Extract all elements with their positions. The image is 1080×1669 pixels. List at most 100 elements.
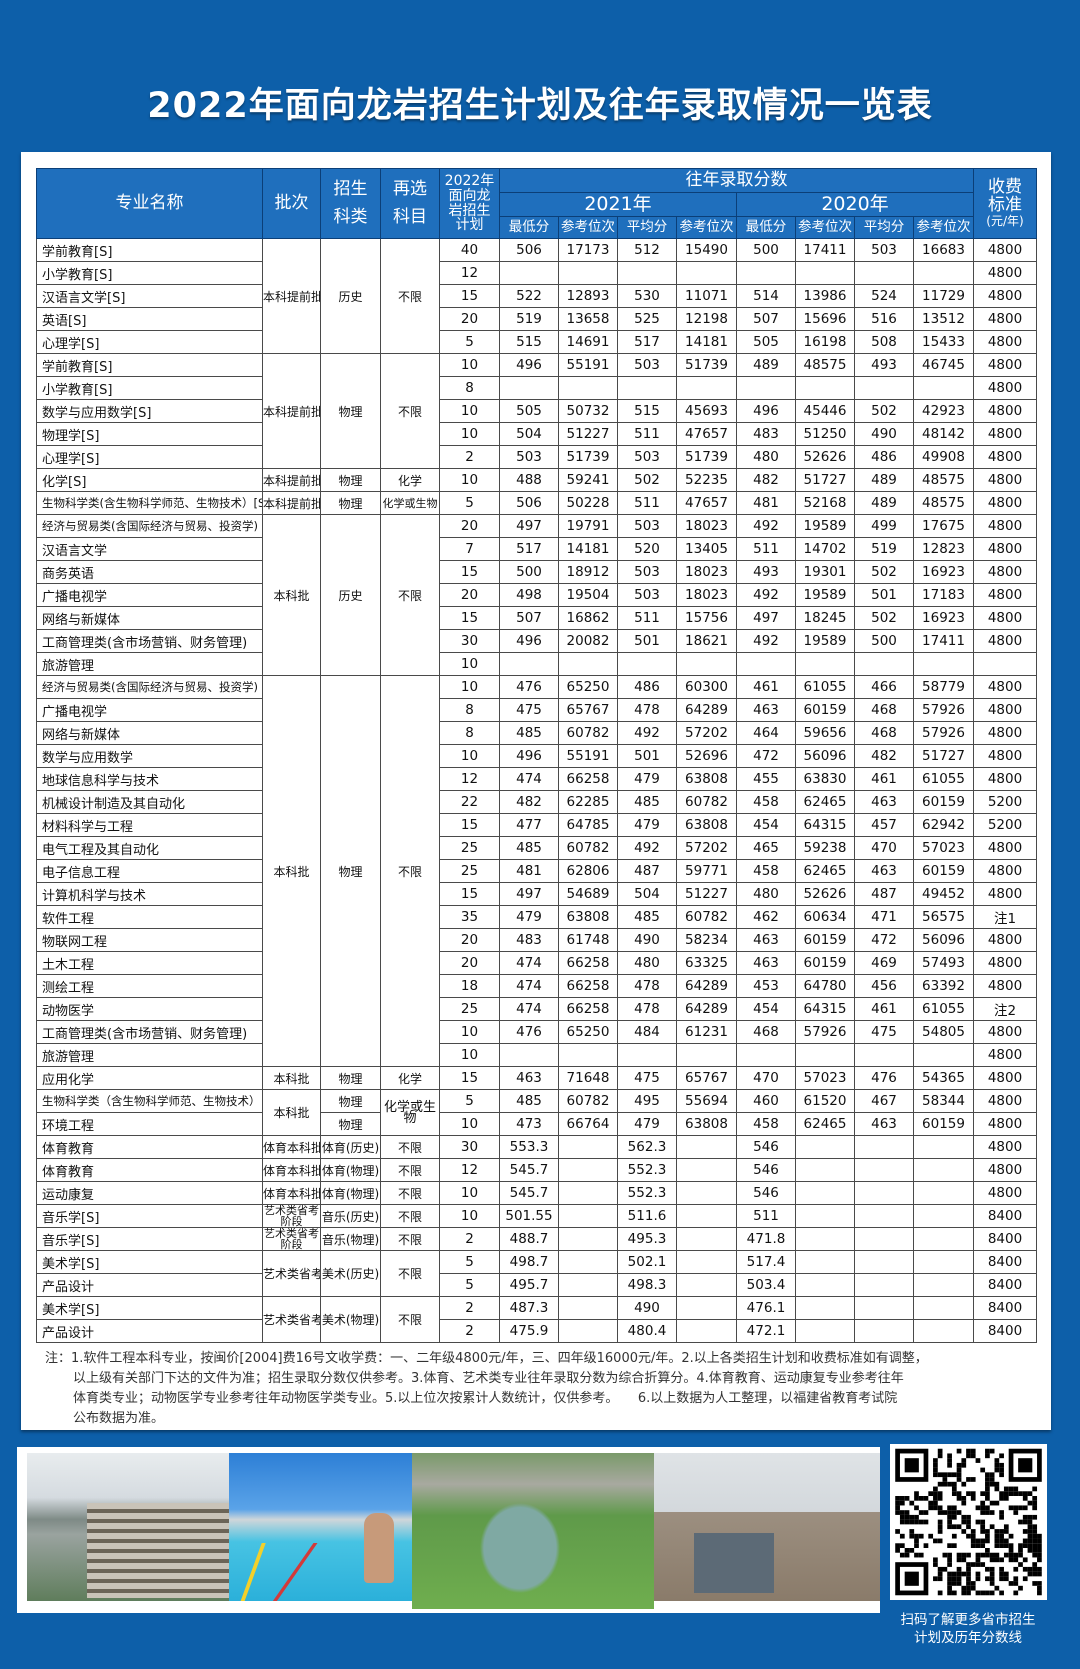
score-cell: 56575 [913, 905, 974, 929]
score-cell: 492 [736, 514, 796, 538]
table-row: 化学[S] 本科提前批 物理 化学 10 488 59241 502 52235 482 51727… [36, 468, 1037, 492]
major-name: 网络与新媒体 [36, 606, 263, 630]
major-name: 汉语言文学 [36, 537, 263, 561]
plan-cell: 2 [439, 445, 500, 469]
header-col: 参考位次 [913, 216, 974, 239]
table-row: 工商管理类(含市场营销、财务管理) 10 476 65250 484 61231 468 57… [36, 1020, 1037, 1044]
subject-cell: 历史 [320, 238, 381, 354]
score-cell [736, 261, 796, 285]
score-cell [676, 1043, 737, 1067]
score-cell [676, 1273, 737, 1297]
table-row: 学前教育[S] 本科提前批 物理 不限 10 496 55191 503 51739 489 485… [36, 353, 1037, 469]
score-cell: 12893 [558, 284, 618, 308]
score-cell [795, 1158, 855, 1182]
batch-cell: 本科提前批 [262, 353, 321, 469]
plan-cell: 5 [439, 1250, 500, 1274]
plan-cell: 10 [439, 353, 500, 377]
score-cell: 484 [617, 1020, 677, 1044]
score-cell: 60782 [676, 905, 737, 929]
score-cell: 475.9 [499, 1319, 559, 1343]
score-cell: 57202 [676, 836, 737, 860]
fee-cell: 5200 [973, 813, 1037, 837]
table-row: 经济与贸易类(含国际经济与贸易、投资学) 本科批 物理 不限 10 476 65250 486… [36, 675, 1037, 1067]
fee-cell: 4800 [973, 882, 1037, 906]
table-row: 网络与新媒体 15 507 16862 511 15756 497 18245 502 16923… [36, 606, 1037, 630]
score-cell: 469 [854, 951, 914, 975]
header-fee: 收费 标准 (元/年) [973, 168, 1037, 239]
score-cell: 51727 [913, 744, 974, 768]
fee-cell: 4800 [973, 445, 1037, 469]
score-cell: 488.7 [499, 1227, 559, 1251]
score-cell [913, 376, 974, 400]
score-cell: 61055 [913, 997, 974, 1021]
score-cell: 49452 [913, 882, 974, 906]
score-cell [676, 1181, 737, 1205]
score-cell: 15756 [676, 606, 737, 630]
fee-cell: 4800 [973, 951, 1037, 975]
score-cell [558, 1181, 618, 1205]
score-cell: 66258 [558, 997, 618, 1021]
fee-cell: 4800 [973, 261, 1037, 285]
score-cell: 483 [736, 422, 796, 446]
score-cell: 12823 [913, 537, 974, 561]
major-name: 广播电视学 [36, 698, 263, 722]
major-name: 地球信息科学与技术 [36, 767, 263, 791]
batch-cell: 艺术类省考阶段 [262, 1296, 321, 1343]
major-name: 心理学[S] [36, 445, 263, 469]
score-cell: 500 [854, 629, 914, 653]
score-cell: 66258 [558, 951, 618, 975]
plan-cell: 15 [439, 560, 500, 584]
score-cell: 511 [617, 491, 677, 515]
major-name: 英语[S] [36, 307, 263, 331]
plan-cell: 10 [439, 399, 500, 423]
major-name: 数学与应用数学 [36, 744, 263, 768]
score-cell: 61231 [676, 1020, 737, 1044]
table-row: 计算机科学与技术 15 497 54689 504 51227 480 52626 487 494… [36, 882, 1037, 906]
table-row: 机械设计制造及其自动化 22 482 62285 485 60782 458 62465 463… [36, 790, 1037, 814]
batch-cell: 本科批 [262, 1089, 321, 1136]
plan-cell: 15 [439, 1066, 500, 1090]
score-cell: 495.7 [499, 1273, 559, 1297]
major-name: 产品设计 [36, 1319, 263, 1343]
table-row: 体育教育 体育本科批 体育(历史) 不限 30 553.3 562.3 546 4800 [36, 1135, 1037, 1159]
score-cell: 511 [736, 1204, 796, 1228]
header-fee-line: (元/年) [986, 214, 1024, 229]
score-cell: 47657 [676, 491, 737, 515]
score-cell: 64289 [676, 698, 737, 722]
batch-cell: 本科提前批 [262, 491, 321, 515]
plan-cell: 10 [439, 652, 500, 676]
score-cell: 479 [617, 767, 677, 791]
batch-cell: 艺术类省考阶段 [262, 1204, 321, 1228]
header-plan-line: 岩招生 [448, 202, 491, 219]
major-name: 物联网工程 [36, 928, 263, 952]
score-cell: 62806 [558, 859, 618, 883]
score-cell: 503 [617, 445, 677, 469]
table-row: 产品设计 2 475.9 480.4 472.1 8400 [36, 1319, 1037, 1343]
score-cell: 478 [617, 698, 677, 722]
score-cell: 65250 [558, 675, 618, 699]
major-name: 学前教育[S] [36, 238, 263, 262]
page-title: 2022年面向龙岩招生计划及往年录取情况一览表 [147, 86, 933, 126]
score-cell: 57202 [676, 721, 737, 745]
score-cell: 13658 [558, 307, 618, 331]
score-cell: 58779 [913, 675, 974, 699]
fee-cell: 4800 [973, 307, 1037, 331]
qr-code[interactable] [890, 1444, 1047, 1600]
score-cell: 60782 [676, 790, 737, 814]
score-cell: 492 [736, 583, 796, 607]
fee-cell: 4800 [973, 859, 1037, 883]
score-cell [558, 652, 618, 676]
score-cell: 13986 [795, 284, 855, 308]
table-row: 运动康复 体育本科批 体育(物理) 不限 10 545.7 552.3 546 4800 [36, 1181, 1037, 1205]
score-cell: 63830 [795, 767, 855, 791]
major-name: 网络与新媒体 [36, 721, 263, 745]
fee-cell: 注1 [973, 905, 1037, 929]
score-cell: 498.3 [617, 1273, 677, 1297]
score-cell: 524 [854, 284, 914, 308]
score-cell [795, 1135, 855, 1159]
header-plan-line: 2022年 [444, 173, 495, 190]
score-cell: 57926 [795, 1020, 855, 1044]
major-name: 机械设计制造及其自动化 [36, 790, 263, 814]
score-cell: 546 [736, 1158, 796, 1182]
score-cell: 515 [617, 399, 677, 423]
